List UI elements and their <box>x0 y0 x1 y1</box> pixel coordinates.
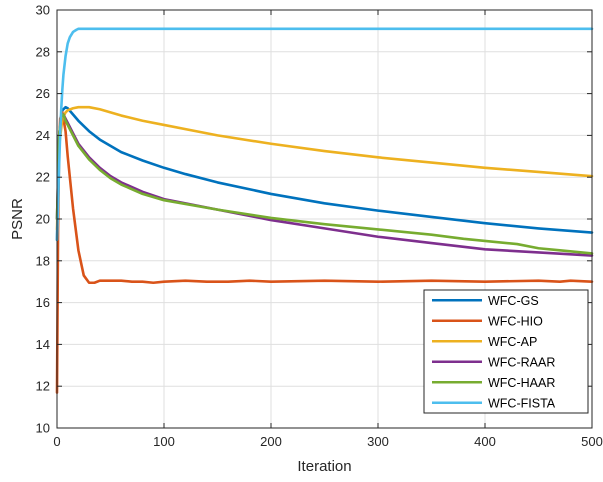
series-line-wfc-gs <box>55 105 594 242</box>
y-axis-label: PSNR <box>9 198 26 240</box>
y-tick-label: 30 <box>36 3 50 18</box>
x-tick-label: 300 <box>367 434 389 449</box>
x-tick-label: 500 <box>581 434 603 449</box>
x-tick-label: 100 <box>153 434 175 449</box>
legend-label-wfc-gs: WFC-GS <box>488 294 539 308</box>
x-tick-label: 0 <box>53 434 60 449</box>
y-tick-label: 10 <box>36 421 50 436</box>
x-tick-label: 400 <box>474 434 496 449</box>
ticks <box>56 9 593 429</box>
legend-box <box>423 289 589 414</box>
series-layer <box>55 27 594 394</box>
y-tick-label: 12 <box>36 379 50 394</box>
series-line-wfc-ap <box>55 105 594 231</box>
legend-label-wfc-raar: WFC-RAAR <box>488 355 555 369</box>
legend: WFC-GS WFC-HIO WFC-AP WFC-RAAR WFC-HAAR WFC-F… <box>423 289 589 414</box>
series-line-wfc-hio <box>55 111 594 394</box>
y-tick-label: 26 <box>36 86 50 101</box>
legend-label-wfc-hio: WFC-HIO <box>488 314 543 328</box>
legend-label-wfc-ap: WFC-AP <box>488 335 537 349</box>
y-tick-label: 20 <box>36 212 50 227</box>
legend-label-wfc-fista: WFC-FISTA <box>488 396 556 410</box>
tick-labels: 0 100 200 300 400 500 10 12 14 16 18 20 22 24 26 28 30 <box>36 3 603 450</box>
legend-label-wfc-haar: WFC-HAAR <box>488 376 555 390</box>
y-tick-label: 16 <box>36 295 50 310</box>
y-tick-label: 28 <box>36 44 50 59</box>
y-tick-label: 24 <box>36 128 50 143</box>
series-line-wfc-haar <box>55 113 594 255</box>
series-line-wfc-fista <box>55 27 594 242</box>
x-tick-label: 200 <box>260 434 282 449</box>
y-tick-label: 14 <box>36 337 50 352</box>
y-tick-label: 22 <box>36 170 50 185</box>
y-tick-label: 18 <box>36 253 50 268</box>
x-axis-label: Iteration <box>297 458 351 475</box>
